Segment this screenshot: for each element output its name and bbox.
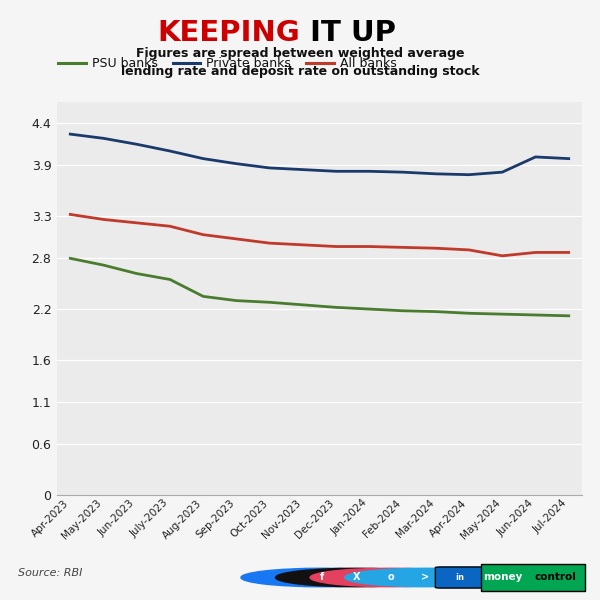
Circle shape bbox=[241, 568, 402, 587]
Text: Source: RBI: Source: RBI bbox=[18, 568, 82, 578]
Text: Figures are spread between weighted average
lending rate and deposit rate on out: Figures are spread between weighted aver… bbox=[121, 47, 479, 79]
Circle shape bbox=[310, 568, 472, 587]
Text: >: > bbox=[421, 572, 430, 583]
Text: X: X bbox=[352, 572, 360, 583]
Text: o: o bbox=[388, 572, 394, 583]
FancyBboxPatch shape bbox=[481, 563, 585, 592]
FancyBboxPatch shape bbox=[436, 567, 484, 588]
Legend: PSU banks, Private banks, All banks: PSU banks, Private banks, All banks bbox=[58, 57, 397, 70]
Text: KEEPING: KEEPING bbox=[157, 19, 300, 47]
Text: IT UP: IT UP bbox=[300, 19, 396, 47]
Text: f: f bbox=[319, 572, 324, 583]
Circle shape bbox=[344, 568, 506, 587]
Text: money: money bbox=[483, 572, 522, 583]
Circle shape bbox=[275, 568, 437, 587]
Text: in: in bbox=[455, 573, 464, 582]
Text: control: control bbox=[535, 572, 577, 583]
